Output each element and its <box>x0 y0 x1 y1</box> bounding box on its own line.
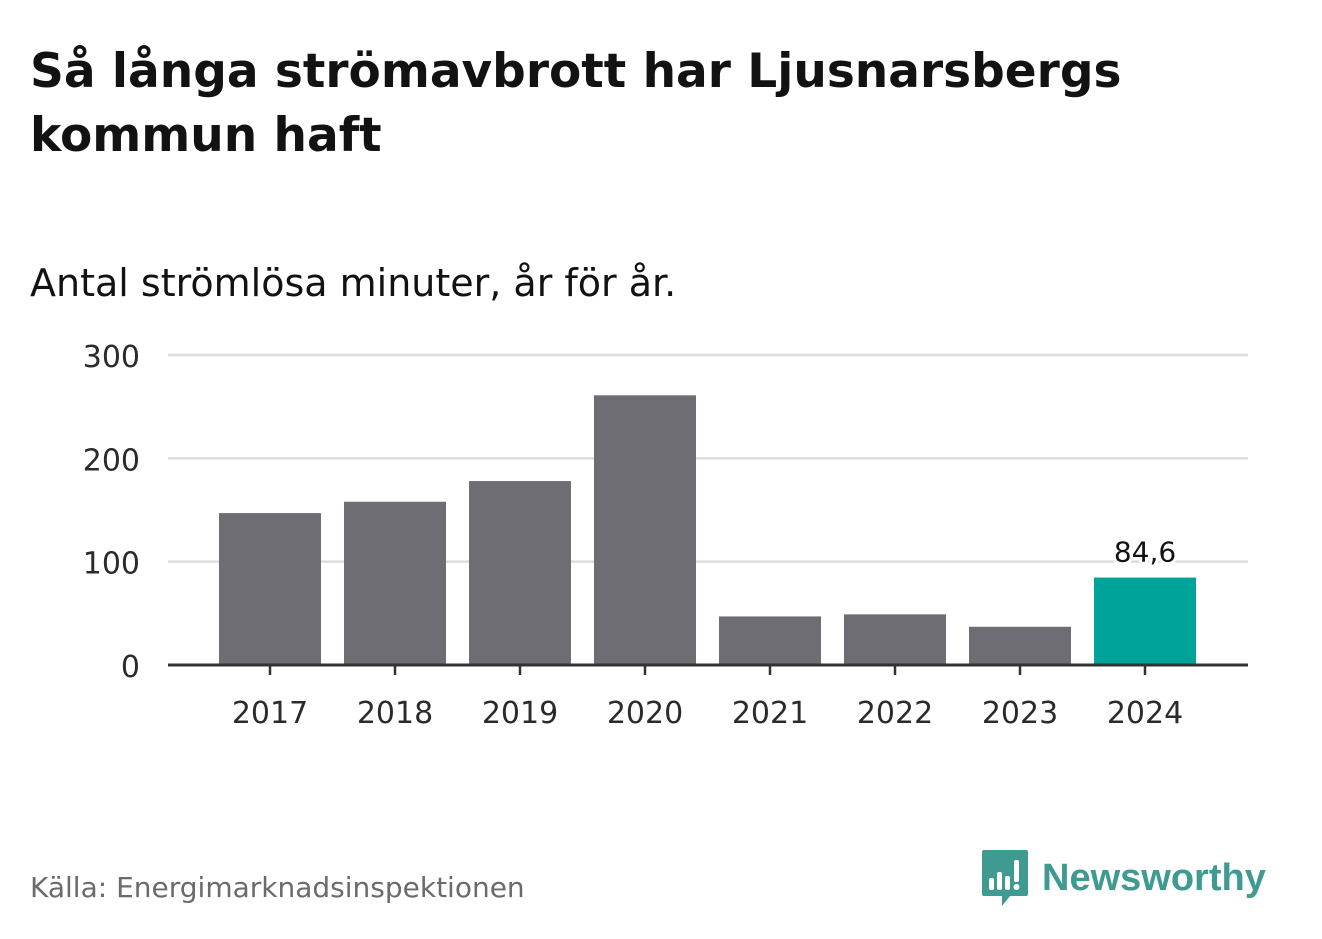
x-tick-label: 2022 <box>857 696 933 731</box>
x-tick-label: 2019 <box>482 696 558 731</box>
brand-logo: Newsworthy <box>980 848 1266 908</box>
bar <box>219 513 321 665</box>
bar <box>969 626 1071 665</box>
x-tick-label: 2017 <box>232 696 308 731</box>
source-note: Källa: Energimarknadsinspektionen <box>30 871 525 904</box>
brand-name: Newsworthy <box>1042 856 1266 899</box>
x-tick-label: 2018 <box>357 696 433 731</box>
y-tick-label: 200 <box>83 443 140 478</box>
y-tick-label: 300 <box>83 340 140 375</box>
bar <box>719 616 821 665</box>
bar <box>844 614 946 665</box>
x-tick-label: 2021 <box>732 696 808 731</box>
chart-title: Så långa strömavbrott har Ljusnarsbergs … <box>30 44 1122 163</box>
bar <box>469 481 571 665</box>
x-tick-label: 2024 <box>1107 696 1183 731</box>
y-tick-label: 100 <box>83 547 140 582</box>
x-tick-label: 2023 <box>982 696 1058 731</box>
x-tick-label: 2020 <box>607 696 683 731</box>
newsworthy-logo-icon <box>982 850 1028 906</box>
bar <box>594 395 696 665</box>
chart-subtitle: Antal strömlösa minuter, år för år. <box>30 261 677 305</box>
y-tick-label: 0 <box>121 650 140 685</box>
bar <box>1094 577 1196 665</box>
bar <box>344 501 446 665</box>
data-label: 84,6 <box>1114 536 1176 569</box>
bar-chart: 0 100 200 300 2017 2018 2019 2020 2021 2022 2023 20… <box>83 340 1248 731</box>
